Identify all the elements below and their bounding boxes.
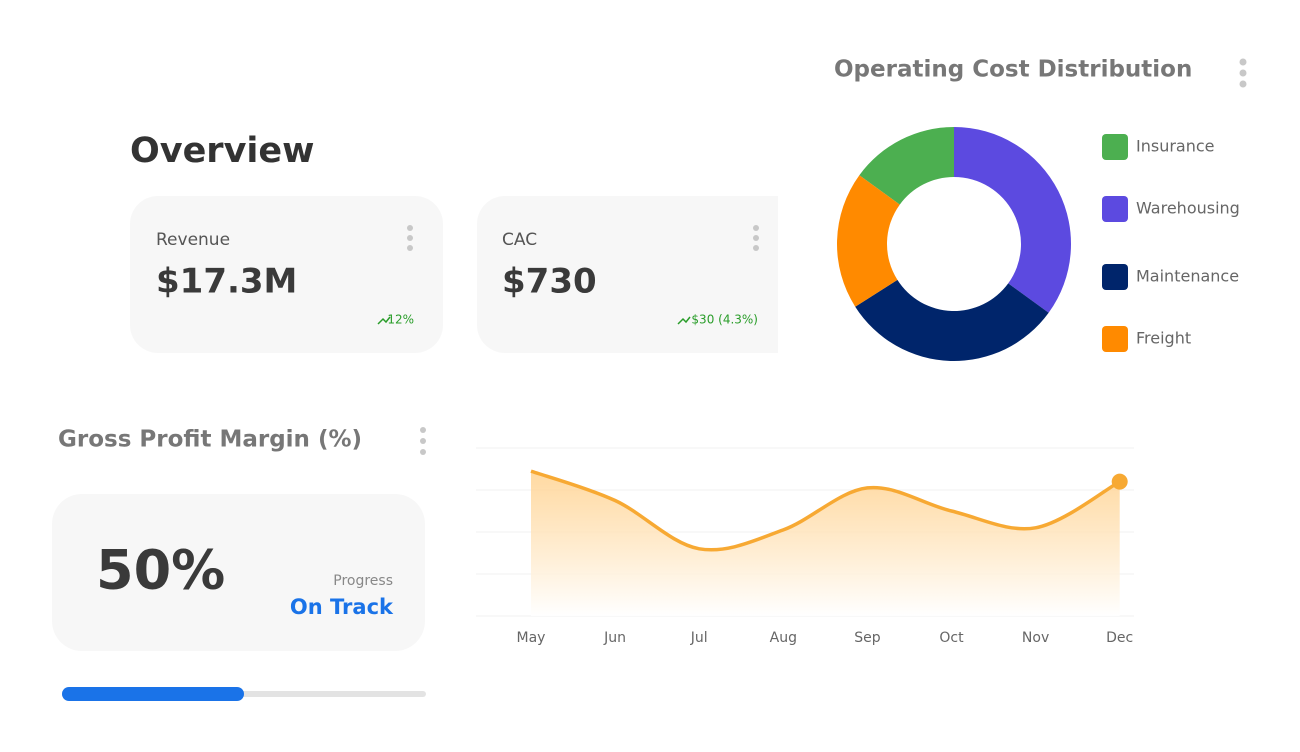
card-bg [130,196,443,353]
x-tick-label: Nov [1022,630,1049,646]
card-change: 12% [387,313,414,327]
legend-label: Maintenance [1136,267,1239,286]
donut-slice [954,127,1071,313]
x-tick-label: Dec [1106,630,1133,646]
gross-card [52,494,425,651]
card-bg [477,196,778,353]
donut-chart [837,127,1071,362]
area-fill [531,471,1120,616]
legend-label: Insurance [1136,137,1215,156]
card-value: $730 [502,262,597,302]
donut-slice [855,279,1049,362]
trend-icon [377,316,391,325]
menu-dots[interactable] [1239,58,1247,88]
end-point [1111,473,1128,490]
x-tick-label: May [517,630,546,646]
card-value: $17.3M [156,262,297,302]
legend-swatch [1102,134,1128,160]
progress-fill [62,687,244,701]
card-label: CAC [502,230,537,250]
menu-dots[interactable] [420,427,426,455]
x-tick-label: Aug [770,630,797,646]
donut-slice [837,175,900,307]
card-label: Revenue [156,230,230,250]
legend: Insurance Warehousing Maintenance Freight [1102,134,1240,352]
card-change: $30 (4.3%) [691,313,758,327]
legend-label: Warehousing [1136,199,1240,218]
cac-card: CAC $730 $30 (4.3%) [477,196,778,353]
status-label: Progress [333,573,393,589]
trend-icon [677,316,691,325]
gross-value: 50% [96,539,225,602]
x-tick-label: Oct [939,630,964,646]
legend-swatch [1102,326,1128,352]
area-line [530,469,1121,552]
gross-title: Gross Profit Margin (%) [58,427,362,453]
legend-label: Freight [1136,329,1191,348]
menu-dots[interactable] [407,225,413,251]
overview-title: Overview [130,131,314,171]
status: On Track [290,595,394,619]
menu-dots[interactable] [753,225,759,251]
donut-title: Operating Cost Distribution [834,57,1192,83]
x-tick-label: Jul [690,630,708,646]
progress [62,687,244,701]
area-chart: May Jun Jul Aug Sep Oct Nov Dec [476,447,1134,646]
revenue-card: Revenue $17.3M 12% [130,196,443,353]
x-tick-label: Jun [603,630,626,646]
x-tick-label: Sep [854,630,881,646]
legend-swatch [1102,196,1128,222]
legend-swatch [1102,264,1128,290]
donut-slice [859,127,954,205]
